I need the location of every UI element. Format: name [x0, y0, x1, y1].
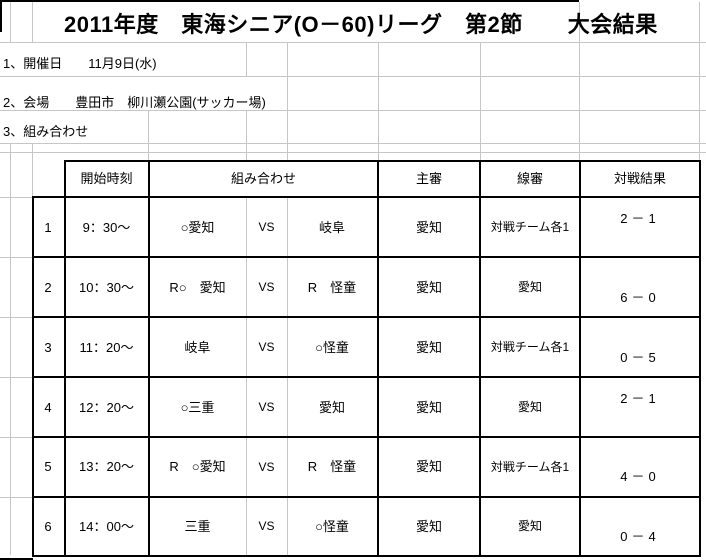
header-time: 開始時刻	[80, 171, 133, 187]
kickoff-time: 9：30～	[82, 219, 131, 235]
row-number: 1	[44, 219, 52, 235]
row-number: 3	[44, 339, 52, 355]
match-result: 6－0	[620, 289, 660, 305]
grid-line	[699, 2, 700, 160]
kickoff-time: 14：00～	[79, 518, 134, 534]
table-border	[32, 376, 701, 378]
team1: 三重	[184, 518, 211, 534]
grid-line	[0, 257, 32, 258]
referee: 愛知	[415, 399, 442, 415]
grid-line	[0, 143, 706, 144]
grid-line	[0, 152, 706, 153]
match-result: 4－0	[620, 469, 660, 485]
match-result: 0－5	[620, 349, 660, 365]
kickoff-time: 13：20～	[79, 459, 134, 475]
row-number: 5	[44, 459, 52, 475]
page-bottom-border	[0, 558, 33, 560]
grid-line	[246, 42, 247, 76]
title-box-top-border	[0, 0, 579, 2]
table-border	[377, 160, 379, 557]
grid-line	[0, 197, 32, 198]
match-result: 2－1	[620, 390, 660, 406]
table-border	[32, 196, 701, 198]
grid-line	[246, 110, 247, 160]
vs-label: VS	[258, 519, 275, 534]
table-border	[32, 316, 701, 318]
header-result: 対戦結果	[613, 171, 666, 187]
table-border	[32, 555, 701, 557]
vs-label: VS	[258, 280, 275, 295]
match-result: 0－4	[620, 528, 660, 544]
team2: ○怪童	[315, 518, 349, 534]
row-number: 4	[44, 399, 52, 415]
kickoff-time: 11：20～	[79, 339, 134, 355]
vs-label: VS	[258, 400, 275, 415]
team2: 愛知	[318, 399, 345, 415]
vs-label: VS	[258, 340, 275, 355]
match-result: 2－1	[620, 210, 660, 226]
linesman: 愛知	[517, 519, 542, 534]
team1: ○三重	[180, 399, 215, 415]
grid-line	[148, 110, 149, 160]
grid-line	[0, 42, 706, 43]
grid-line	[0, 497, 32, 498]
table-border	[699, 160, 701, 557]
linesman: 愛知	[517, 400, 542, 415]
referee: 愛知	[415, 279, 442, 295]
table-border	[32, 496, 701, 498]
table-border	[32, 197, 34, 557]
grid-line	[32, 143, 33, 197]
row-number: 2	[44, 279, 52, 295]
grid-line	[32, 2, 33, 42]
table-border	[479, 160, 481, 557]
team1: R ○愛知	[169, 459, 226, 475]
info-date: 1、開催日 11月9日(水)	[3, 56, 157, 71]
grid-line	[0, 76, 706, 77]
grid-line	[287, 42, 288, 160]
info-bracket: 3、組み合わせ	[3, 124, 89, 139]
table-border	[64, 160, 66, 557]
team1: ○愛知	[180, 219, 215, 235]
header-linesman: 線審	[516, 171, 543, 187]
team1: R○ 愛知	[169, 279, 226, 295]
page-title: 2011年度 東海シニア(O－60)リーグ 第2節 大会結果	[64, 12, 658, 37]
linesman: 対戦チーム各1	[490, 340, 570, 355]
table-border	[32, 256, 701, 258]
row-number: 6	[44, 518, 52, 534]
grid-line	[0, 110, 706, 111]
referee: 愛知	[415, 518, 442, 534]
table-border	[64, 160, 701, 162]
title-box-left-border	[0, 0, 2, 32]
linesman: 愛知	[517, 280, 542, 295]
table-border	[32, 436, 701, 438]
grid-line	[378, 42, 379, 160]
vs-label: VS	[258, 220, 275, 235]
vs-label: VS	[258, 459, 275, 474]
grid-line	[579, 2, 580, 160]
team2: ○怪童	[315, 339, 349, 355]
referee: 愛知	[415, 459, 442, 475]
grid-line	[0, 317, 32, 318]
kickoff-time: 10：30～	[79, 279, 134, 295]
grid-line	[10, 143, 11, 555]
linesman: 対戦チーム各1	[490, 459, 570, 474]
team2: 岐阜	[318, 219, 345, 235]
table-border	[579, 160, 581, 557]
team2: R 怪童	[307, 459, 357, 475]
header-matchup: 組み合わせ	[230, 171, 296, 187]
referee: 愛知	[415, 339, 442, 355]
team1: 岐阜	[184, 339, 211, 355]
table-border	[148, 160, 150, 557]
team2: R 怪童	[307, 279, 357, 295]
grid-line	[480, 42, 481, 160]
info-venue: 2、会場 豊田市 柳川瀬公園(サッカー場)	[3, 95, 266, 110]
kickoff-time: 12：20～	[79, 399, 134, 415]
grid-line	[0, 377, 32, 378]
linesman: 対戦チーム各1	[490, 220, 570, 235]
referee: 愛知	[415, 219, 442, 235]
grid-line	[0, 437, 32, 438]
header-referee: 主審	[415, 171, 442, 187]
grid-line	[10, 2, 11, 42]
